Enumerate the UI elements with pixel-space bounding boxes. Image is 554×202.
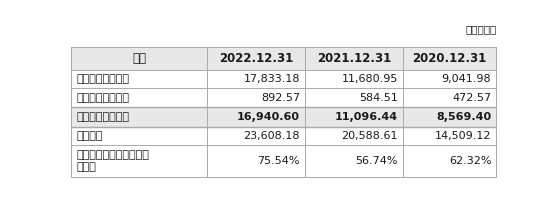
Text: 2021.12.31: 2021.12.31 (317, 52, 391, 65)
Text: 2020.12.31: 2020.12.31 (413, 52, 487, 65)
Text: 2022.12.31: 2022.12.31 (219, 52, 294, 65)
Text: 11,680.95: 11,680.95 (341, 74, 398, 84)
Text: 8,569.40: 8,569.40 (436, 112, 491, 122)
Text: 56.74%: 56.74% (355, 156, 398, 166)
Text: 应收账款余额占营业收入
的比重: 应收账款余额占营业收入 的比重 (76, 150, 150, 172)
Text: 472.57: 472.57 (452, 93, 491, 103)
Text: 项目: 项目 (132, 52, 146, 65)
Text: 20,588.61: 20,588.61 (341, 131, 398, 141)
Text: 应收账款账面价值: 应收账款账面价值 (76, 112, 130, 122)
Text: 62.32%: 62.32% (449, 156, 491, 166)
Text: 营业收入: 营业收入 (76, 131, 103, 141)
Text: 应收账款坏账准备: 应收账款坏账准备 (76, 93, 130, 103)
Text: 应收账款账面余额: 应收账款账面余额 (76, 74, 130, 84)
Text: 9,041.98: 9,041.98 (442, 74, 491, 84)
Text: 16,940.60: 16,940.60 (237, 112, 300, 122)
Text: 892.57: 892.57 (261, 93, 300, 103)
Text: 584.51: 584.51 (359, 93, 398, 103)
Text: 11,096.44: 11,096.44 (335, 112, 398, 122)
Text: 23,608.18: 23,608.18 (244, 131, 300, 141)
Text: 14,509.12: 14,509.12 (435, 131, 491, 141)
Text: 17,833.18: 17,833.18 (244, 74, 300, 84)
Text: 75.54%: 75.54% (258, 156, 300, 166)
Text: 单位：万元: 单位：万元 (465, 24, 496, 34)
